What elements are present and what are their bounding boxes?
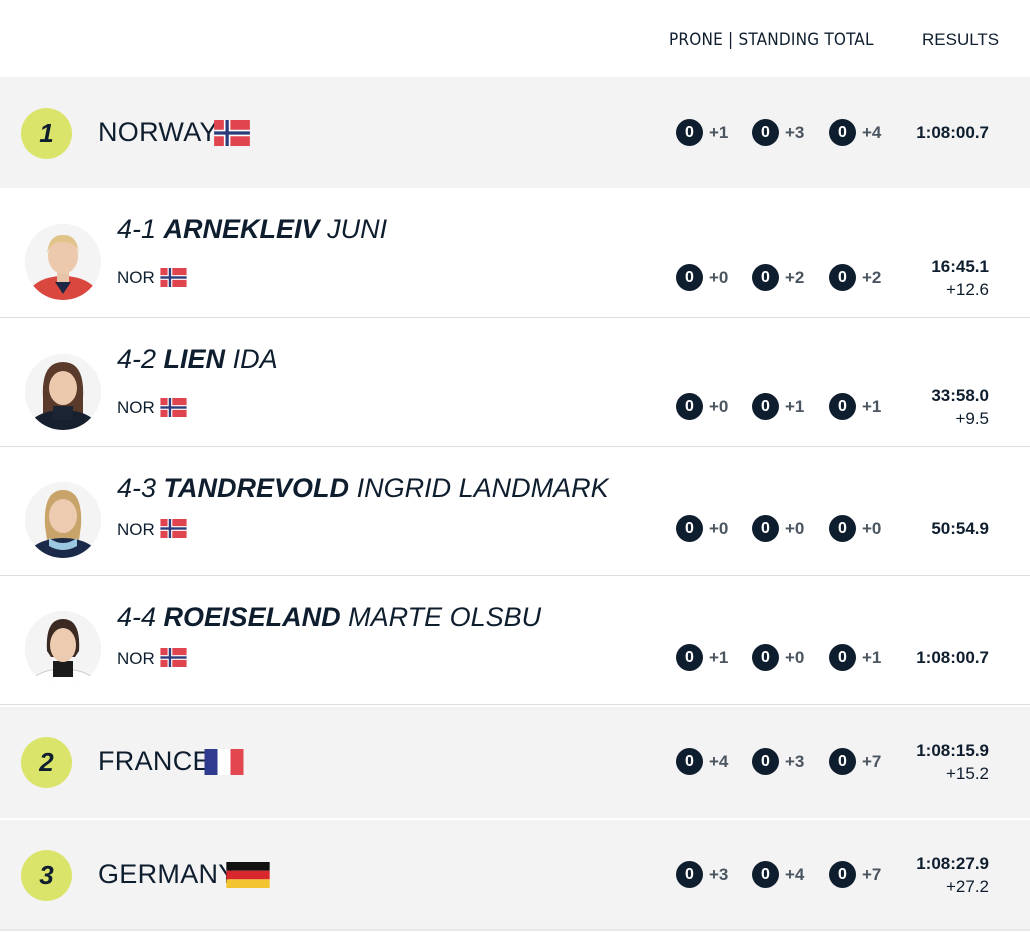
shooting-total: 0 +2 [829, 264, 881, 291]
athlete-time-behind: +9.5 [955, 409, 989, 428]
shooting-prone: 0 +3 [676, 861, 728, 888]
athlete-row[interactable]: 4-4 ROEISELAND MARTE OLSBU NOR 0 +1 0 +0 0… [0, 576, 1030, 705]
france-flag-icon [201, 749, 247, 775]
shooting-column-header: PRONE | STANDING TOTAL [669, 30, 874, 50]
shooting-standing: 0 +1 [752, 393, 804, 420]
norway-flag-icon [157, 268, 190, 287]
shooting-standing: 0 +4 [752, 861, 804, 888]
shooting-prone: 0 +4 [676, 748, 728, 775]
athlete-nation: NOR [117, 398, 155, 417]
shooting-prone: 0 +0 [676, 515, 728, 542]
team-time-behind: +15.2 [945, 764, 989, 783]
shooting-standing: 0 +3 [752, 748, 804, 775]
shooting-total: 0 +1 [829, 644, 881, 671]
athlete-name: 4-4 ROEISELAND MARTE OLSBU [117, 602, 542, 632]
shooting-standing: 0 +0 [752, 644, 804, 671]
shooting-standing: 0 +3 [752, 119, 804, 146]
athlete-nation: NOR [117, 649, 155, 668]
athlete-name: 4-2 LIEN IDA [117, 344, 278, 374]
shooting-prone: 0 +1 [676, 119, 728, 146]
avatar [25, 224, 101, 300]
athlete-nation: NOR [117, 520, 155, 539]
athlete-name: 4-3 TANDREVOLD INGRID LANDMARK [117, 473, 609, 503]
team-row-norway[interactable]: 1 NORWAY 0 +1 0 +3 0 +4 1:08:00.7 [0, 77, 1030, 188]
shooting-total: 0 +4 [829, 119, 881, 146]
results-column-header: RESULTS [922, 30, 1000, 49]
rank-badge: 2 [21, 737, 72, 788]
avatar [25, 354, 101, 430]
shooting-total: 0 +0 [829, 515, 881, 542]
athlete-name: 4-1 ARNEKLEIV JUNI [117, 214, 388, 244]
shooting-total: 0 +7 [829, 748, 881, 775]
team-result-time: 1:08:27.9 [916, 854, 989, 873]
germany-flag-icon [225, 862, 271, 888]
shooting-prone: 0 +0 [676, 264, 728, 291]
team-time-behind: +27.2 [945, 877, 989, 896]
team-result-time: 1:08:00.7 [916, 123, 989, 142]
team-row-germany[interactable]: 3 GERMANY 0 +3 0 +4 0 +7 1:08:27.9 +27.2 [0, 820, 1030, 931]
athlete-row[interactable]: 4-1 ARNEKLEIV JUNI NOR 0 +0 0 +2 0 +2 16:45… [0, 188, 1030, 318]
athlete-nation: NOR [117, 268, 155, 287]
athlete-row[interactable]: 4-3 TANDREVOLD INGRID LANDMARK NOR 0 +0 0… [0, 447, 1030, 576]
norway-flag-icon [157, 648, 190, 667]
team-name: NORWAY [98, 117, 218, 147]
athlete-row[interactable]: 4-2 LIEN IDA NOR 0 +0 0 +1 0 +1 33:58.0 +9.… [0, 318, 1030, 447]
athlete-time-behind: +12.6 [945, 280, 989, 299]
norway-flag-icon [157, 398, 190, 417]
rank-badge: 1 [21, 108, 72, 159]
athlete-result-time: 1:08:00.7 [916, 648, 989, 667]
shooting-standing: 0 +2 [752, 264, 804, 291]
team-row-france[interactable]: 2 FRANCE 0 +4 0 +3 0 +7 1:08:15.9 +15.2 [0, 707, 1030, 818]
athlete-result-time: 50:54.9 [931, 519, 989, 538]
norway-flag-icon [157, 519, 190, 538]
athlete-result-time: 16:45.1 [931, 257, 989, 276]
team-name: GERMANY [98, 859, 237, 889]
norway-flag-icon [209, 120, 255, 146]
athlete-result-time: 33:58.0 [931, 386, 989, 405]
avatar [25, 611, 101, 687]
avatar [25, 482, 101, 558]
shooting-prone: 0 +0 [676, 393, 728, 420]
shooting-prone: 0 +1 [676, 644, 728, 671]
team-result-time: 1:08:15.9 [916, 741, 989, 760]
shooting-total: 0 +7 [829, 861, 881, 888]
rank-badge: 3 [21, 850, 72, 901]
shooting-standing: 0 +0 [752, 515, 804, 542]
shooting-total: 0 +1 [829, 393, 881, 420]
results-header: PRONE | STANDING TOTAL RESULTS [0, 0, 1030, 77]
team-name: FRANCE [98, 746, 211, 776]
